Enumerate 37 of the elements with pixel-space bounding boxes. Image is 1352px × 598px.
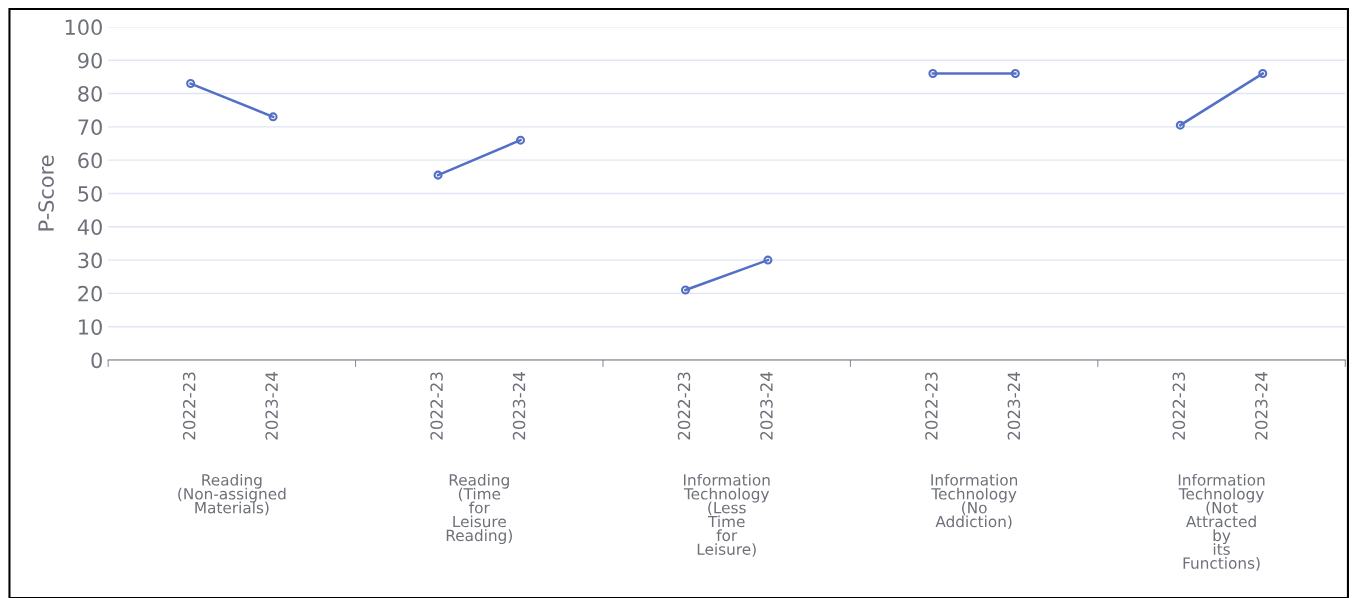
x-tick-label: 2023-24 — [265, 372, 278, 440]
x-tick-label: 2023-24 — [512, 372, 526, 440]
text: Information Technology (No Addiction) — [931, 473, 1018, 530]
point — [1258, 69, 1268, 79]
text: Information Technology (Not Attracted by its Functions) — [1178, 473, 1265, 571]
y-tick-label: 90 — [78, 52, 102, 69]
x-tick-label: 2023-24 — [1255, 372, 1268, 440]
x-tick-label: 2022-23 — [1172, 372, 1186, 440]
point — [433, 170, 443, 180]
y-tick-label: 60 — [78, 152, 102, 169]
y-axis-title: P-Score — [38, 155, 54, 231]
x-tick-label: 2022-23 — [430, 372, 443, 440]
y-tick-label: 0 — [91, 352, 102, 369]
y-tick-label: 30 — [78, 252, 102, 269]
point — [1175, 120, 1185, 130]
point — [268, 112, 278, 122]
text: Reading (Non-assigned Materials) — [178, 473, 286, 516]
y-tick-label: 50 — [78, 185, 102, 202]
y-tick-label: 80 — [78, 85, 102, 102]
x-tick-label: 2022-23 — [677, 372, 691, 440]
y-tick-label: 10 — [79, 319, 102, 335]
point — [516, 135, 526, 145]
x-tick-label: 2023-24 — [1007, 372, 1021, 440]
text: Reading (Time for Leisure Reading) — [446, 473, 512, 545]
point — [928, 69, 938, 79]
x-tick-label: 2022-23 — [182, 372, 196, 440]
y-tick-label: 20 — [78, 285, 102, 302]
x-tick-label: 2022-23 — [925, 372, 938, 440]
text: Information Technology (Less Time for Leisure) — [683, 473, 770, 557]
point — [763, 255, 773, 265]
y-tick-label: 70 — [78, 119, 102, 136]
x-tick-label: 2023-24 — [760, 372, 773, 440]
point — [186, 79, 196, 89]
y-tick-label: 100 — [65, 19, 102, 36]
point — [680, 285, 690, 295]
y-tick-label: 40 — [77, 219, 102, 235]
point — [1010, 69, 1020, 79]
